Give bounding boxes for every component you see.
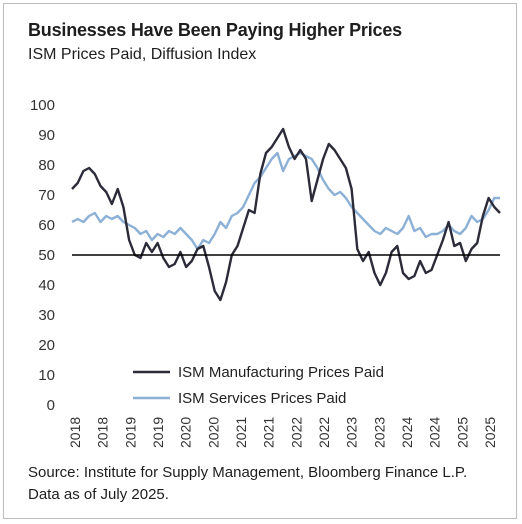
y-tick-label: 90 bbox=[38, 127, 55, 144]
x-tick-label: 2022 bbox=[288, 417, 304, 448]
x-tick-label: 2019 bbox=[122, 417, 138, 448]
y-tick-label: 20 bbox=[38, 337, 55, 354]
legend: ISM Manufacturing Prices Paid ISM Service… bbox=[133, 364, 384, 407]
y-tick-label: 30 bbox=[38, 307, 55, 324]
source-note: Source: Institute for Supply Management,… bbox=[28, 464, 468, 503]
y-tick-label: 0 bbox=[47, 397, 55, 414]
x-tick-label: 2018 bbox=[95, 417, 111, 448]
series-line-0 bbox=[71, 127, 501, 302]
x-tick-label: 2025 bbox=[454, 417, 470, 448]
y-tick-label: 100 bbox=[30, 97, 55, 114]
chart-subtitle: ISM Prices Paid, Diffusion Index bbox=[28, 46, 257, 63]
x-tick-label: 2020 bbox=[205, 417, 221, 448]
y-tick-label: 50 bbox=[38, 247, 55, 264]
x-tick-label: 2020 bbox=[178, 417, 194, 448]
series-line-1 bbox=[71, 151, 500, 251]
y-tick-label: 10 bbox=[38, 367, 55, 384]
y-tick-label: 60 bbox=[38, 217, 55, 234]
series-group bbox=[71, 127, 501, 302]
chart-title: Businesses Have Been Paying Higher Price… bbox=[28, 20, 402, 40]
x-tick-label: 2023 bbox=[344, 417, 360, 448]
x-tick-label: 2024 bbox=[427, 417, 443, 448]
x-tick-label: 2025 bbox=[482, 417, 498, 448]
x-tick-label: 2018 bbox=[67, 417, 83, 448]
legend-label-0: ISM Manufacturing Prices Paid bbox=[178, 364, 384, 381]
x-tick-label: 2022 bbox=[316, 417, 332, 448]
y-tick-label: 70 bbox=[38, 187, 55, 204]
x-tick-label: 2023 bbox=[371, 417, 387, 448]
x-tick-label: 2021 bbox=[233, 417, 249, 448]
legend-label-1: ISM Services Prices Paid bbox=[178, 390, 346, 407]
x-tick-label: 2019 bbox=[150, 417, 166, 448]
x-tick-label: 2021 bbox=[261, 417, 277, 448]
x-axis: 2018 2018 2019 2019 2020 2020 2021 2021 2022 2022… bbox=[67, 417, 498, 448]
chart-frame bbox=[3, 3, 517, 519]
y-tick-label: 40 bbox=[38, 277, 55, 294]
y-tick-label: 80 bbox=[38, 157, 55, 174]
x-tick-label: 2024 bbox=[399, 417, 415, 448]
y-axis: 0 10 20 30 40 50 60 70 80 90 100 bbox=[30, 97, 55, 414]
